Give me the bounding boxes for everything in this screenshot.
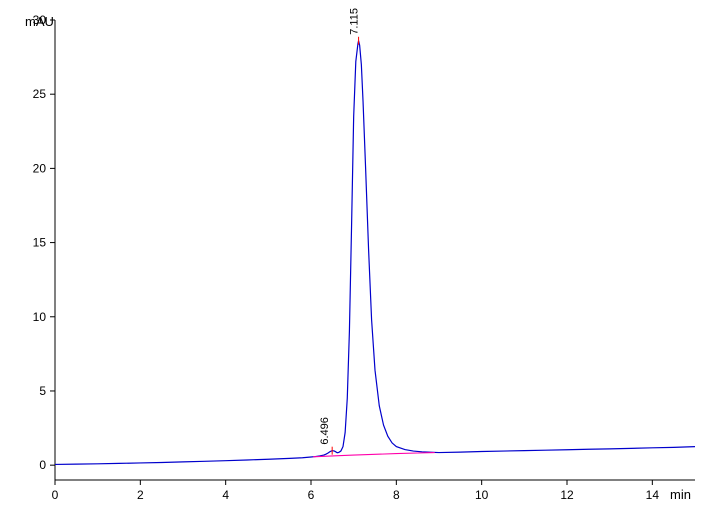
svg-text:0: 0 — [52, 488, 59, 502]
svg-text:8: 8 — [393, 488, 400, 502]
svg-text:20: 20 — [33, 161, 47, 175]
svg-text:15: 15 — [33, 236, 47, 250]
svg-text:14: 14 — [646, 488, 660, 502]
svg-text:10: 10 — [33, 310, 47, 324]
svg-text:12: 12 — [560, 488, 574, 502]
svg-text:5: 5 — [39, 384, 46, 398]
chart-svg: 02468101214051015202530mAUmin6.4967.115 — [0, 0, 720, 528]
svg-text:4: 4 — [222, 488, 229, 502]
svg-text:min: min — [670, 487, 691, 502]
svg-text:6: 6 — [308, 488, 315, 502]
peak-label: 7.115 — [349, 8, 361, 35]
svg-text:10: 10 — [475, 488, 489, 502]
svg-text:2: 2 — [137, 488, 144, 502]
svg-text:mAU: mAU — [25, 14, 54, 29]
chromatogram-chart: 02468101214051015202530mAUmin6.4967.115 — [0, 0, 720, 528]
svg-text:0: 0 — [39, 458, 46, 472]
svg-text:25: 25 — [33, 87, 47, 101]
peak-label: 6.496 — [319, 417, 331, 445]
